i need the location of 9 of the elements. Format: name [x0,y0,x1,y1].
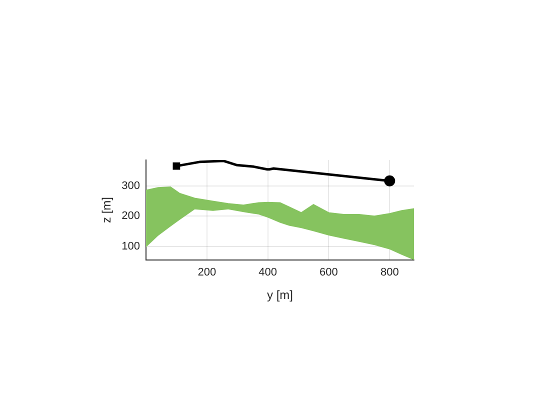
y-tick-label: 200 [122,210,140,222]
x-tick-label: 200 [198,266,216,279]
y-tick-label: 100 [122,240,140,252]
y-axis-title: z [m] [100,197,114,223]
x-tick-label: 600 [320,266,338,279]
x-tick-label: 800 [380,266,399,279]
x-tick-label: 400 [258,266,277,279]
x-axis-title: y [m] [267,288,293,302]
y-tick-label: 300 [122,180,140,192]
